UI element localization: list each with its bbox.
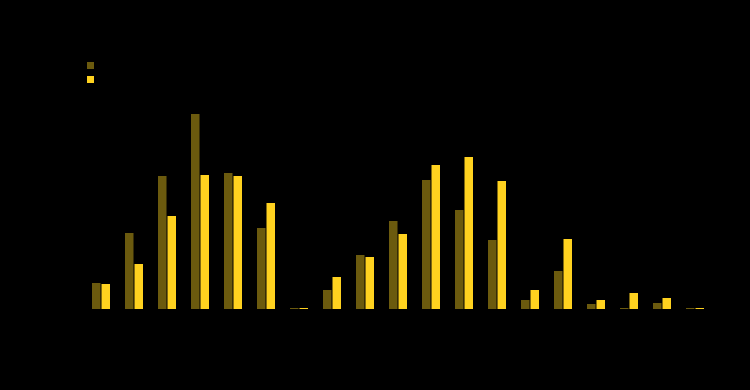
bar [191, 114, 200, 309]
bar [455, 210, 464, 309]
bar [554, 271, 563, 309]
bar [200, 175, 209, 309]
bar [356, 255, 365, 309]
bar [266, 203, 275, 309]
bar [323, 290, 332, 309]
bar [158, 176, 167, 309]
bar [365, 257, 374, 309]
bar [695, 308, 704, 309]
bar [662, 298, 671, 309]
legend-swatch [87, 62, 94, 69]
bar [563, 239, 572, 309]
bar [224, 173, 233, 309]
bar [398, 234, 407, 309]
bar [101, 284, 110, 309]
bar [587, 304, 596, 309]
bar [488, 240, 497, 309]
bar [134, 264, 143, 309]
bar [464, 157, 473, 309]
bar [257, 228, 266, 309]
bar [620, 308, 629, 309]
bar [521, 300, 530, 309]
bar [686, 308, 695, 309]
legend-swatch [87, 76, 94, 83]
bar [299, 308, 308, 309]
bar [596, 300, 605, 309]
bar [92, 283, 101, 309]
bar [422, 180, 431, 309]
bar [332, 277, 341, 309]
bar [629, 293, 638, 309]
bar [431, 165, 440, 309]
bar [389, 221, 398, 309]
bar [167, 216, 176, 309]
bar [125, 233, 134, 309]
bar [233, 176, 242, 309]
bar [653, 303, 662, 309]
bar [497, 181, 506, 309]
bar [290, 308, 299, 309]
bar [530, 290, 539, 309]
